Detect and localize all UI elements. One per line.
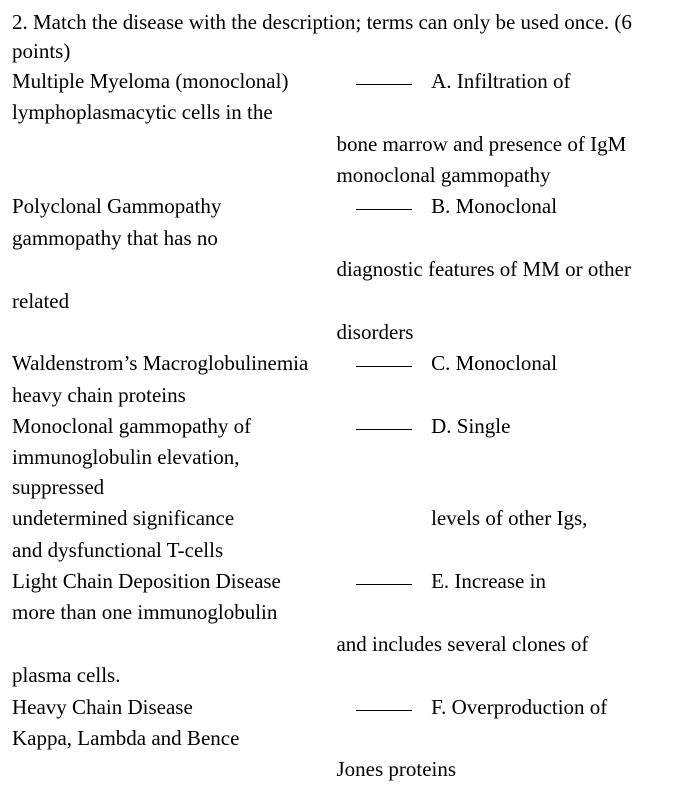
disease-term: Monoclonal gammopathy of [12, 412, 336, 441]
match-row: Polyclonal Gammopathy B. Monoclonal [12, 192, 688, 221]
description-cont: Jones proteins [336, 755, 456, 784]
description-cont: disorders [336, 318, 413, 347]
description-cont: bone marrow and presence of IgM [336, 130, 626, 159]
disease-term-cont: undetermined significance [12, 504, 336, 533]
match-row: Waldenstrom’s Macroglobulinemia C. Monoc… [12, 349, 688, 378]
continuation-row: Kappa, Lambda and Bence [12, 724, 688, 753]
answer-blank[interactable] [336, 67, 431, 96]
disease-term: Waldenstrom’s Macroglobulinemia [12, 349, 336, 378]
continuation-row: gammopathy that has no [12, 224, 688, 253]
disease-term-cont: plasma cells. [12, 661, 336, 690]
continuation-row: related [12, 287, 688, 316]
answer-blank[interactable] [336, 693, 431, 722]
description-text: C. Monoclonal [431, 349, 688, 378]
continuation-row: and dysfunctional T-cells [12, 536, 688, 565]
answer-blank[interactable] [336, 349, 431, 378]
disease-term-cont: lymphoplasmacytic cells in the [12, 98, 336, 127]
continuation-row: disorders [12, 318, 688, 347]
spacer [336, 504, 431, 533]
continuation-row: bone marrow and presence of IgM [12, 130, 688, 159]
disease-term-cont: immunoglobulin elevation, suppressed [12, 443, 336, 502]
disease-term-cont: heavy chain proteins [12, 381, 336, 410]
disease-term-cont: and dysfunctional T-cells [12, 536, 336, 565]
continuation-row: Jones proteins [12, 755, 688, 784]
disease-term: Polyclonal Gammopathy [12, 192, 336, 221]
continuation-row: plasma cells. [12, 661, 688, 690]
continuation-row: and includes several clones of [12, 630, 688, 659]
description-cont: monoclonal gammopathy [336, 161, 550, 190]
description-cont: levels of other Igs, [431, 504, 688, 533]
continuation-row: diagnostic features of MM or other [12, 255, 688, 284]
description-cont: diagnostic features of MM or other [336, 255, 631, 284]
disease-term: Heavy Chain Disease [12, 693, 336, 722]
question-header: 2. Match the disease with the descriptio… [12, 8, 688, 67]
description-text: B. Monoclonal [431, 192, 688, 221]
continuation-row: undetermined significance levels of othe… [12, 504, 688, 533]
description-text: E. Increase in [431, 567, 688, 596]
match-row: Light Chain Deposition Disease E. Increa… [12, 567, 688, 596]
description-text: F. Overproduction of [431, 693, 688, 722]
continuation-row: immunoglobulin elevation, suppressed [12, 443, 688, 502]
disease-term-cont: Kappa, Lambda and Bence [12, 724, 336, 753]
disease-term: Multiple Myeloma (monoclonal) [12, 67, 336, 96]
description-text: A. Infiltration of [431, 67, 688, 96]
continuation-row: lymphoplasmacytic cells in the [12, 98, 688, 127]
match-row: Heavy Chain Disease F. Overproduction of [12, 693, 688, 722]
answer-blank[interactable] [336, 412, 431, 441]
question-number: 2. [12, 10, 28, 34]
continuation-row: more than one immunoglobulin [12, 598, 688, 627]
disease-term: Light Chain Deposition Disease [12, 567, 336, 596]
question-prompt: Match the disease with the description; … [12, 10, 632, 63]
answer-blank[interactable] [336, 567, 431, 596]
description-cont: and includes several clones of [336, 630, 588, 659]
disease-term-cont: more than one immunoglobulin [12, 598, 336, 627]
continuation-row: heavy chain proteins [12, 381, 688, 410]
continuation-row: monoclonal gammopathy [12, 161, 688, 190]
match-row: Monoclonal gammopathy of D. Single [12, 412, 688, 441]
disease-term-cont: related [12, 287, 336, 316]
answer-blank[interactable] [336, 192, 431, 221]
description-text: D. Single [431, 412, 688, 441]
match-row: Multiple Myeloma (monoclonal) A. Infiltr… [12, 67, 688, 96]
disease-term-cont: gammopathy that has no [12, 224, 336, 253]
